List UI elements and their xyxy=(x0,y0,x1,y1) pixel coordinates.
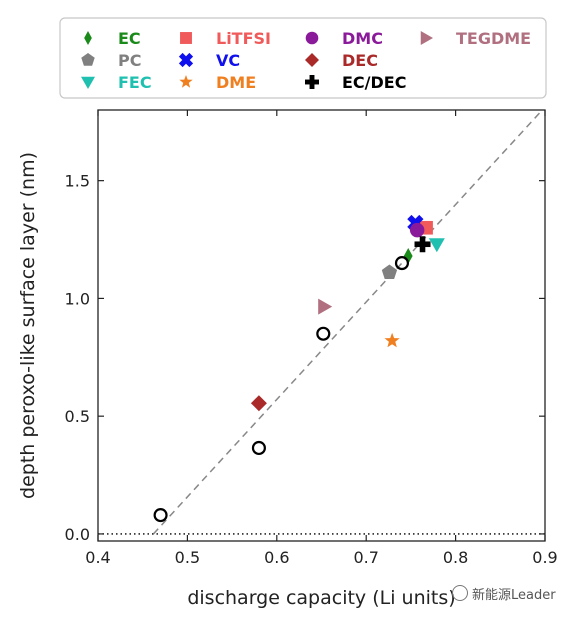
legend-marker-dme xyxy=(179,75,193,88)
ec-dec-data-point xyxy=(414,236,431,253)
x-tick-label: 0.4 xyxy=(85,548,110,567)
legend-label-vc: VC xyxy=(216,51,240,70)
tegdme-data-point xyxy=(318,298,333,315)
legend-marker-litfsi xyxy=(180,32,192,44)
reference-data-point xyxy=(251,440,266,456)
legend: EC PC FEC LiTFSI VC DME DMC DEC EC/DEC TEGDME xyxy=(59,17,547,99)
fit-line xyxy=(152,109,543,535)
x-tick-label: 0.6 xyxy=(264,548,289,567)
axes: 0.4 0.5 0.6 0.7 0.8 0.9 0.0 0.5 1.0 1.5 discharge … xyxy=(17,109,558,609)
pc-data-point xyxy=(381,264,398,279)
legend-label-fec: FEC xyxy=(118,73,152,92)
y-tick-label: 0.0 xyxy=(65,525,90,544)
x-tick-label: 0.8 xyxy=(443,548,468,567)
legend-label-ec-dec: EC/DEC xyxy=(342,73,406,92)
legend-label-dmc: DMC xyxy=(342,29,383,48)
y-tick-label: 0.5 xyxy=(65,407,90,426)
x-tick-label: 0.9 xyxy=(532,548,557,567)
legend-marker-ec xyxy=(84,31,92,45)
legend-marker-dec xyxy=(305,53,319,67)
legend-label-dec: DEC xyxy=(342,51,378,70)
y-tick-label: 1.5 xyxy=(65,172,90,191)
legend-marker-pc xyxy=(81,53,95,66)
y-tick-label: 1.0 xyxy=(65,289,90,308)
legend-label-pc: PC xyxy=(118,51,141,70)
reference-data-point xyxy=(316,326,331,341)
legend-marker-vc xyxy=(178,52,194,68)
plot-frame xyxy=(97,109,546,542)
legend-label-ec: EC xyxy=(118,29,141,48)
legend-marker-fec xyxy=(81,76,95,89)
watermark-text: 新能源Leader xyxy=(472,588,556,603)
wechat-icon xyxy=(452,585,468,601)
legend-label-tegdme: TEGDME xyxy=(456,29,531,48)
legend-marker-dmc xyxy=(305,31,319,45)
x-axis-title: discharge capacity (Li units) xyxy=(187,587,455,609)
legend-label-litfsi: LiTFSI xyxy=(216,29,271,48)
dmc-data-point xyxy=(409,222,425,238)
legend-label-dme: DME xyxy=(216,73,256,92)
reference-data-point xyxy=(153,508,168,523)
fec-data-point xyxy=(428,238,445,253)
dme-data-point xyxy=(384,332,400,348)
legend-marker-tegdme xyxy=(420,31,433,45)
watermark: 新能源Leader xyxy=(452,584,556,603)
x-tick-label: 0.5 xyxy=(175,548,200,567)
x-tick-label: 0.7 xyxy=(353,548,378,567)
y-axis-title: depth peroxo-like surface layer (nm) xyxy=(17,152,39,499)
plot-area xyxy=(98,109,545,535)
reference-data-point xyxy=(394,256,410,271)
legend-marker-ec-dec xyxy=(305,75,319,89)
dec-data-point xyxy=(250,395,267,412)
